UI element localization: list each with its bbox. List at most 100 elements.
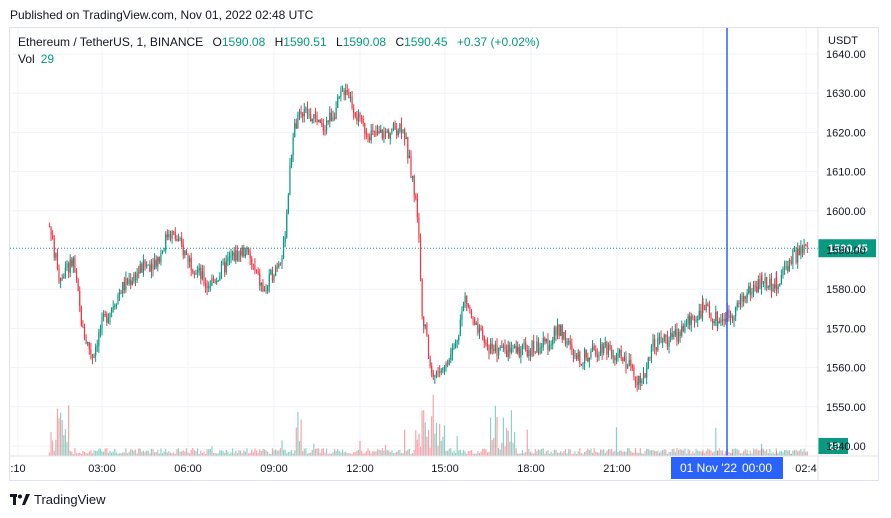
candle-body bbox=[707, 304, 709, 306]
candle-body bbox=[394, 123, 396, 130]
last-price-label: 1590.45 bbox=[828, 243, 868, 255]
volume-bar bbox=[580, 453, 582, 456]
candle-body bbox=[82, 326, 84, 328]
candle-body bbox=[208, 286, 210, 289]
candle-body bbox=[671, 333, 673, 337]
volume-bar bbox=[450, 448, 452, 456]
candle-body bbox=[243, 247, 245, 256]
candle-body bbox=[529, 350, 532, 357]
candle-body bbox=[777, 286, 779, 290]
volume-bar bbox=[270, 453, 272, 456]
volume-bar bbox=[459, 449, 461, 456]
volume-bar bbox=[48, 452, 51, 456]
low-value: 1590.08 bbox=[342, 35, 387, 49]
symbol-name[interactable]: Ethereum / TetherUS, 1, BINANCE bbox=[18, 35, 204, 49]
chart-frame[interactable] bbox=[9, 27, 879, 481]
candle-body bbox=[290, 155, 293, 165]
volume-bar bbox=[779, 451, 781, 456]
volume-bar bbox=[222, 451, 224, 456]
volume-bar bbox=[278, 450, 280, 456]
volume-bar bbox=[641, 453, 643, 456]
candle-body bbox=[757, 279, 759, 293]
volume-bar bbox=[166, 452, 168, 456]
candle-body bbox=[361, 117, 363, 119]
volume-bar bbox=[247, 453, 250, 456]
candle-body bbox=[103, 314, 105, 317]
volume-bar bbox=[259, 449, 261, 456]
volume-bar bbox=[545, 451, 547, 456]
volume-bar bbox=[416, 439, 418, 456]
volume-bar bbox=[572, 453, 575, 456]
volume-bar bbox=[171, 453, 173, 456]
candle-body bbox=[327, 120, 329, 122]
footer-brand[interactable]: TradingView bbox=[10, 492, 106, 507]
volume-bar bbox=[754, 449, 756, 456]
candle-body bbox=[181, 238, 183, 245]
candle-body bbox=[354, 112, 356, 117]
volume-bar bbox=[670, 452, 672, 456]
candle-body bbox=[289, 164, 291, 196]
volume-bar bbox=[437, 445, 439, 456]
candle-body bbox=[636, 381, 638, 386]
candle-body bbox=[297, 114, 299, 129]
volume-bar bbox=[394, 452, 396, 456]
candle-body bbox=[236, 250, 238, 261]
volume-bar bbox=[325, 448, 328, 456]
candle-body bbox=[788, 260, 790, 272]
volume-legend[interactable]: Vol 29 bbox=[18, 52, 54, 66]
candle-body bbox=[68, 263, 70, 273]
volume-bar bbox=[642, 453, 645, 456]
volume-bar bbox=[365, 451, 367, 456]
candle-body bbox=[790, 261, 792, 264]
candle-body bbox=[219, 275, 221, 281]
candle-body bbox=[424, 324, 426, 327]
high-value: 1590.51 bbox=[283, 35, 327, 49]
volume-bar bbox=[147, 451, 149, 456]
candle-body bbox=[544, 337, 546, 342]
candle-body bbox=[537, 341, 540, 354]
volume-bar bbox=[739, 453, 742, 456]
candle-body bbox=[407, 137, 409, 159]
volume-bar bbox=[128, 451, 130, 456]
x-tick-label: 03:00 bbox=[88, 463, 116, 475]
candle-body bbox=[477, 323, 479, 334]
volume-bar bbox=[566, 453, 568, 456]
volume-bar bbox=[690, 453, 692, 456]
candle-body bbox=[666, 337, 669, 347]
candle-body bbox=[155, 259, 157, 267]
candle-body bbox=[335, 107, 337, 119]
candle-body bbox=[359, 113, 361, 118]
candle-body bbox=[644, 373, 646, 378]
candle-body bbox=[743, 296, 745, 302]
volume-bar bbox=[766, 449, 768, 456]
candle-body bbox=[490, 343, 492, 354]
high-label: H bbox=[274, 35, 284, 49]
symbol-legend[interactable]: Ethereum / TetherUS, 1, BINANCE O1590.08… bbox=[18, 35, 540, 49]
candle-body bbox=[498, 347, 500, 356]
candle-body bbox=[494, 344, 496, 352]
volume-bar bbox=[761, 448, 763, 456]
volume-bar bbox=[741, 452, 743, 456]
volume-bar bbox=[195, 451, 197, 456]
candle-body bbox=[211, 278, 213, 286]
candle-body bbox=[83, 327, 86, 340]
candle-body bbox=[389, 132, 391, 139]
y-tick-label: 1580.00 bbox=[826, 284, 866, 296]
candle-body bbox=[314, 114, 317, 119]
volume-bar bbox=[579, 448, 581, 456]
candle-body bbox=[480, 327, 482, 330]
volume-bar bbox=[361, 450, 363, 456]
currency-label[interactable]: USDT bbox=[828, 35, 858, 47]
volume-bar bbox=[185, 448, 188, 456]
candle-body bbox=[63, 276, 65, 279]
volume-bar bbox=[646, 448, 648, 456]
volume-bar bbox=[494, 405, 496, 456]
volume-bar bbox=[644, 451, 646, 456]
volume-bar bbox=[748, 453, 750, 456]
candle-body bbox=[55, 253, 57, 258]
candle-body bbox=[526, 349, 528, 357]
volume-bar bbox=[337, 448, 339, 456]
candle-body bbox=[345, 90, 347, 95]
grid bbox=[10, 28, 818, 456]
